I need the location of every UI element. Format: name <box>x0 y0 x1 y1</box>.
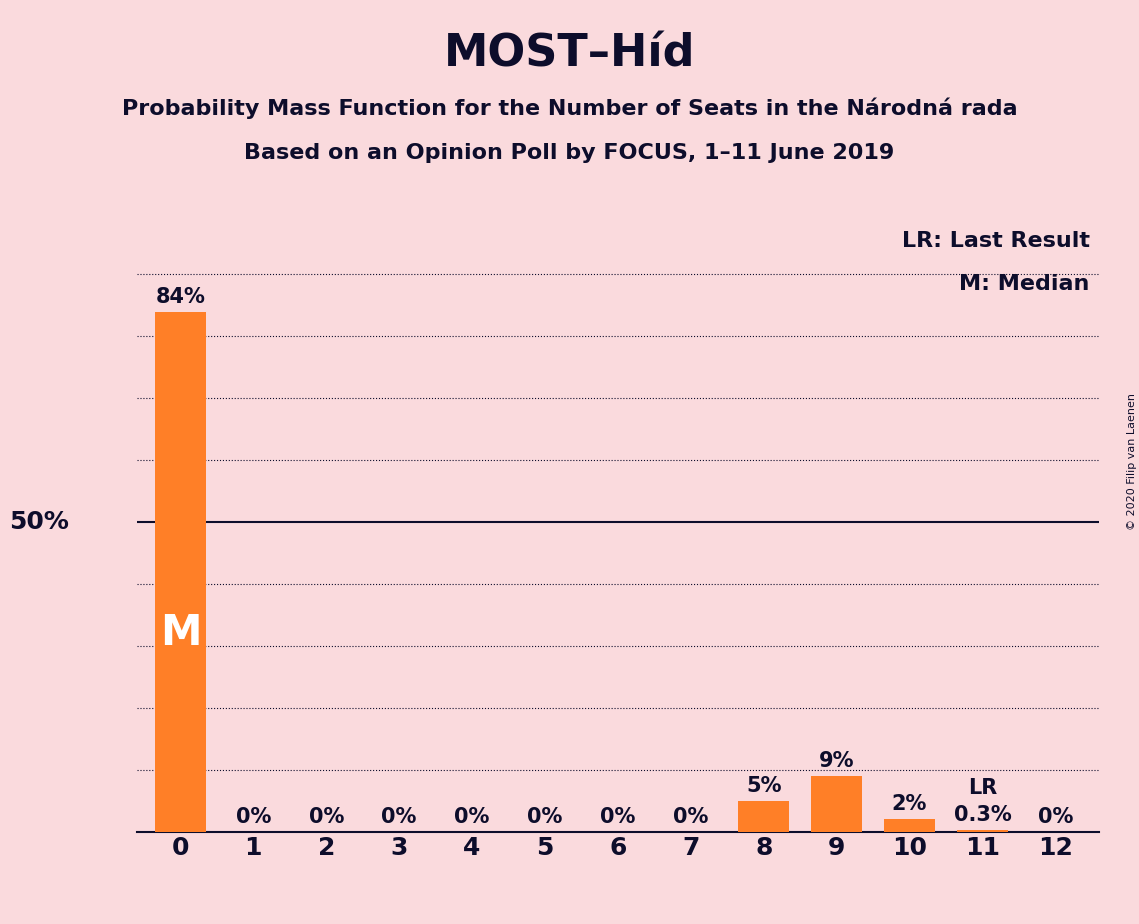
Text: 0%: 0% <box>309 807 344 827</box>
Text: 0%: 0% <box>527 807 563 827</box>
Text: © 2020 Filip van Laenen: © 2020 Filip van Laenen <box>1126 394 1137 530</box>
Text: 0%: 0% <box>236 807 271 827</box>
Text: 2%: 2% <box>892 795 927 814</box>
Text: 0%: 0% <box>600 807 636 827</box>
Text: LR: LR <box>968 778 997 797</box>
Text: 5%: 5% <box>746 775 781 796</box>
Text: 0%: 0% <box>1038 807 1073 827</box>
Text: LR: Last Result: LR: Last Result <box>901 231 1090 251</box>
Bar <box>738 800 789 832</box>
Text: 0%: 0% <box>382 807 417 827</box>
Bar <box>884 820 935 832</box>
Text: Probability Mass Function for the Number of Seats in the Národná rada: Probability Mass Function for the Number… <box>122 97 1017 118</box>
Text: 0.3%: 0.3% <box>953 805 1011 825</box>
Text: MOST–Híd: MOST–Híd <box>444 32 695 76</box>
Bar <box>957 830 1008 832</box>
Text: M: M <box>159 613 202 654</box>
Text: 84%: 84% <box>156 286 205 307</box>
Bar <box>811 776 862 832</box>
Bar <box>155 311 206 832</box>
Text: 0%: 0% <box>454 807 490 827</box>
Text: 50%: 50% <box>9 510 69 534</box>
Text: M: Median: M: Median <box>959 274 1090 295</box>
Text: 0%: 0% <box>673 807 708 827</box>
Text: 9%: 9% <box>819 751 854 771</box>
Text: Based on an Opinion Poll by FOCUS, 1–11 June 2019: Based on an Opinion Poll by FOCUS, 1–11 … <box>245 143 894 164</box>
